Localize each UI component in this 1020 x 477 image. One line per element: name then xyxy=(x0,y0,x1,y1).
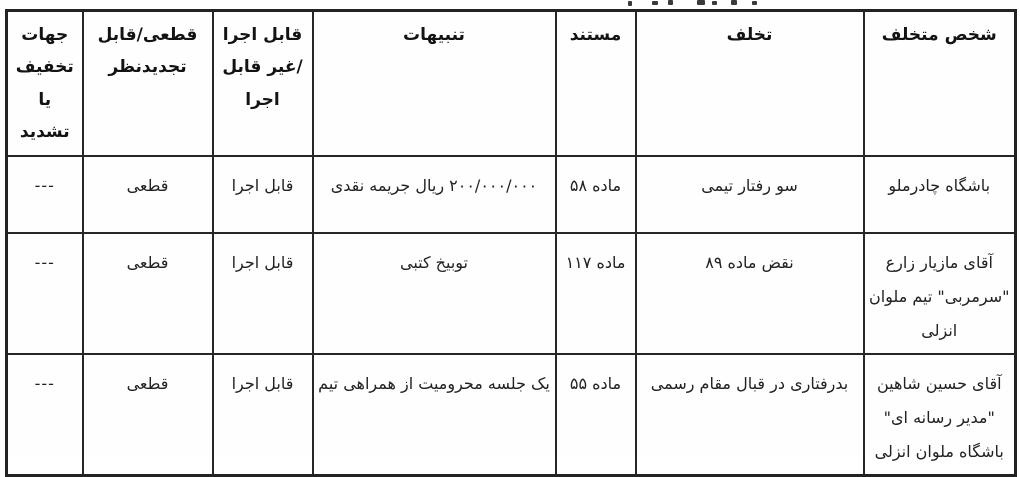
disciplinary-rulings-table: شخص متخلف تخلف مستند تنبیهات قابل اجرا /… xyxy=(5,9,1017,477)
cell-enforce: قابل اجرا xyxy=(211,352,314,477)
header-person: شخص متخلف xyxy=(862,9,1017,157)
header-mitigation: جهات تخفیف یا تشدید xyxy=(5,9,84,157)
cell-mitigation: --- xyxy=(5,352,84,477)
cell-document: ماده ۵۸ xyxy=(554,154,637,234)
header-enforce: قابل اجرا /غیر قابل اجرا xyxy=(211,9,314,157)
scan-artifact xyxy=(697,0,705,5)
scan-artifact xyxy=(712,1,717,5)
cell-violation: نقض ماده ۸۹ xyxy=(634,231,865,355)
scan-artifact xyxy=(668,0,673,5)
cell-mitigation: --- xyxy=(5,231,84,355)
cell-mitigation: --- xyxy=(5,154,84,234)
cell-finality: قطعی xyxy=(81,231,214,355)
table-header-row: شخص متخلف تخلف مستند تنبیهات قابل اجرا /… xyxy=(5,9,1017,157)
scan-artifact xyxy=(752,1,757,5)
cell-document: ماده ۱۱۷ xyxy=(554,231,637,355)
header-finality: قطعی/قابل تجدیدنظر xyxy=(81,9,214,157)
scan-artifact xyxy=(731,0,737,5)
table-row: باشگاه چادرملو سو رفتار تیمی ماده ۵۸ ۲۰۰… xyxy=(5,154,1017,234)
cell-document: ماده ۵۵ xyxy=(554,352,637,477)
cell-person: آقای حسین شاهین "مدیر رسانه ای" باشگاه م… xyxy=(862,352,1017,477)
cell-enforce: قابل اجرا xyxy=(211,231,314,355)
cell-finality: قطعی xyxy=(81,352,214,477)
table-row: آقای مازیار زارع "سرمربی" تیم ملوان انزل… xyxy=(5,231,1017,355)
header-penalties: تنبیهات xyxy=(311,9,557,157)
scanned-document-page: شخص متخلف تخلف مستند تنبیهات قابل اجرا /… xyxy=(5,0,1017,477)
scan-artifact xyxy=(628,1,632,6)
header-document: مستند xyxy=(554,9,637,157)
cell-person: آقای مازیار زارع "سرمربی" تیم ملوان انزل… xyxy=(862,231,1017,355)
scan-artifact xyxy=(652,1,658,5)
cell-violation: سو رفتار تیمی xyxy=(634,154,865,234)
cell-violation: بدرفتاری در قبال مقام رسمی xyxy=(634,352,865,477)
cell-finality: قطعی xyxy=(81,154,214,234)
cell-penalties: یک جلسه محرومیت از همراهی تیم xyxy=(311,352,557,477)
cell-penalties: توبیخ کتبی xyxy=(311,231,557,355)
cell-penalties: ۲۰۰/۰۰۰/۰۰۰ ریال جریمه نقدی xyxy=(311,154,557,234)
table-row: آقای حسین شاهین "مدیر رسانه ای" باشگاه م… xyxy=(5,352,1017,477)
header-violation: تخلف xyxy=(634,9,865,157)
cell-enforce: قابل اجرا xyxy=(211,154,314,234)
cell-person: باشگاه چادرملو xyxy=(862,154,1017,234)
